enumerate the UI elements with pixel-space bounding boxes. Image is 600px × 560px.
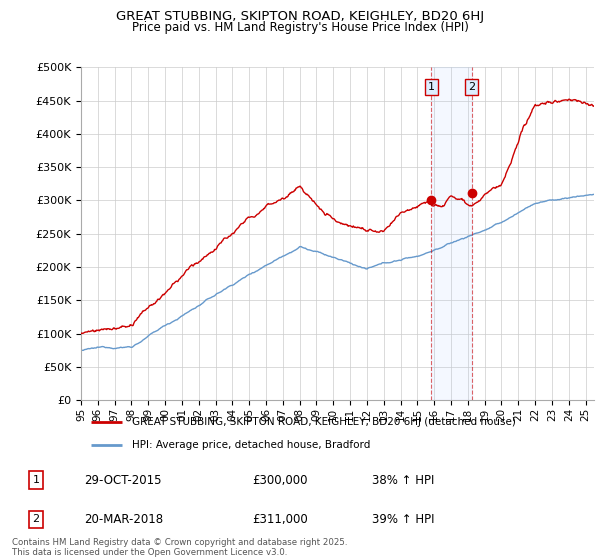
Text: 38% ↑ HPI: 38% ↑ HPI [372, 474, 434, 487]
Text: 1: 1 [428, 82, 435, 92]
Text: 29-OCT-2015: 29-OCT-2015 [84, 474, 161, 487]
Text: 2: 2 [32, 515, 40, 524]
Text: GREAT STUBBING, SKIPTON ROAD, KEIGHLEY, BD20 6HJ (detached house): GREAT STUBBING, SKIPTON ROAD, KEIGHLEY, … [133, 417, 516, 427]
Text: £300,000: £300,000 [252, 474, 308, 487]
Text: 20-MAR-2018: 20-MAR-2018 [84, 513, 163, 526]
Bar [431, 67, 472, 400]
Text: Price paid vs. HM Land Registry's House Price Index (HPI): Price paid vs. HM Land Registry's House … [131, 21, 469, 34]
Text: HPI: Average price, detached house, Bradford: HPI: Average price, detached house, Brad… [133, 440, 371, 450]
Text: £311,000: £311,000 [252, 513, 308, 526]
Text: Contains HM Land Registry data © Crown copyright and database right 2025.
This d: Contains HM Land Registry data © Crown c… [12, 538, 347, 557]
Text: 2: 2 [468, 82, 475, 92]
Text: 1: 1 [32, 475, 40, 485]
Text: GREAT STUBBING, SKIPTON ROAD, KEIGHLEY, BD20 6HJ: GREAT STUBBING, SKIPTON ROAD, KEIGHLEY, … [116, 10, 484, 23]
Text: 39% ↑ HPI: 39% ↑ HPI [372, 513, 434, 526]
